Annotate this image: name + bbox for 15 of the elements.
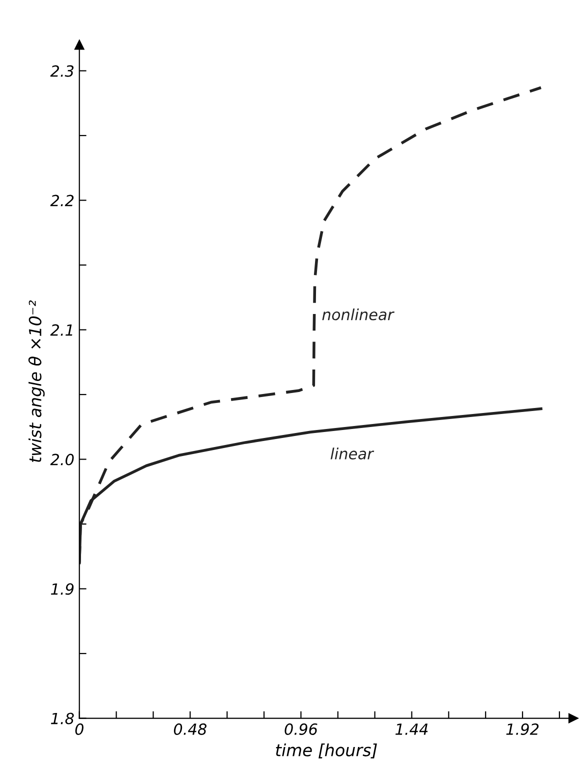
y-tick-label: 2.1 (50, 324, 72, 336)
y-tick-label: 2.0 (50, 454, 74, 466)
series-label: linear (330, 448, 374, 460)
y-tick-label: 1.9 (50, 583, 74, 595)
x-tick-label: 0 (75, 723, 84, 735)
x-tick-label: 1.44 (395, 724, 428, 735)
x-tick-label: 0.96 (284, 723, 318, 735)
y-tick-label: 1.8 (50, 712, 74, 724)
x-axis-title: time [hours] (276, 743, 377, 758)
y-axis-title: twist angle θ ×10⁻² (28, 300, 45, 462)
y-tick-label: 2.3 (50, 65, 74, 77)
y-tick-label: 2.2 (50, 194, 74, 206)
x-tick-label: 1.92 (506, 723, 539, 735)
x-tick-label: 0.48 (174, 723, 207, 735)
series-label: nonlinear (322, 308, 394, 320)
